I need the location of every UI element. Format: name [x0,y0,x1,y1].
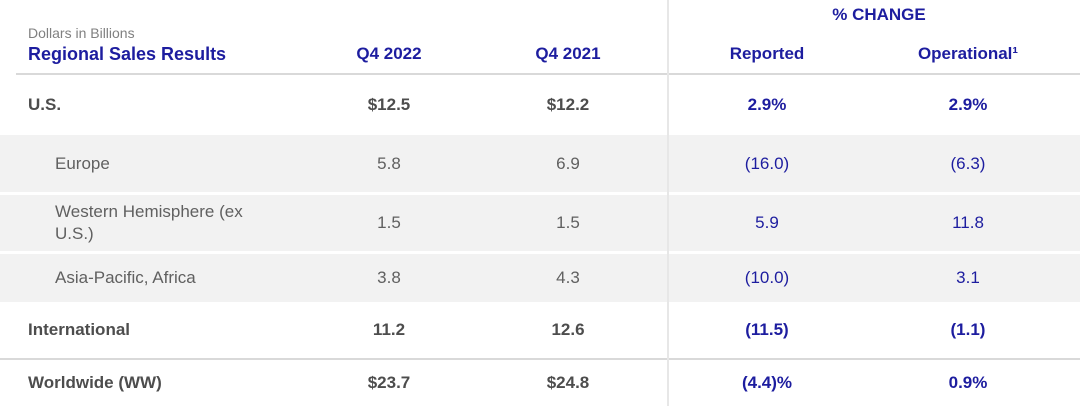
value-q4-2022: 11.2 [372,320,406,339]
value-q4-2021: 1.5 [556,213,580,232]
value-q4-2021: 12.6 [551,320,585,339]
table-title: Regional Sales Results [28,44,227,64]
row-label: Europe [55,153,110,173]
pct-change-header: % CHANGE [832,5,926,24]
value-q4-2021: 4.3 [556,268,580,287]
value-operational: (1.1) [950,320,986,339]
col-header-reported: Reported [729,44,805,63]
row-worldwide: Worldwide (WW) $23.7 $24.8 (4.4)% 0.9% [0,358,1080,405]
row-label: U.S. [28,94,62,114]
value-operational: 2.9% [948,94,988,114]
value-reported: (16.0) [744,153,790,173]
row-label: Asia-Pacific, Africa [55,268,196,288]
row-europe: Europe 5.8 6.9 (16.0) (6.3) [0,135,1080,195]
value-operational: (6.3) [950,153,986,173]
value-q4-2022: 3.8 [377,268,401,287]
value-operational: 11.8 [952,213,984,232]
value-q4-2021: $12.2 [546,94,590,114]
column-divider [667,0,669,406]
value-reported: 5.9 [755,213,779,232]
value-q4-2022: 5.8 [377,153,401,173]
row-us: U.S. $12.5 $12.2 2.9% 2.9% [0,74,1080,135]
row-asia-pacific-africa: Asia-Pacific, Africa 3.8 4.3 (10.0) 3.1 [0,254,1080,302]
value-operational: 3.1 [956,268,980,287]
value-reported: 2.9% [747,94,787,114]
header-rule [16,73,1080,75]
row-label: Worldwide (WW) [28,372,162,392]
title-block: Dollars in Billions Regional Sales Resul… [16,25,300,65]
col-header-q4-2022: Q4 2022 [356,44,422,63]
row-label: International [28,320,131,340]
value-q4-2021: 6.9 [556,153,580,173]
units-note: Dollars in Billions [28,25,135,41]
value-operational: 0.9% [948,372,988,392]
row-western-hemisphere: Western Hemisphere (ex U.S.) 1.5 1.5 5.9… [0,195,1080,254]
row-label: Western Hemisphere (ex U.S.) [55,202,243,243]
value-reported: (4.4)% [741,372,793,392]
row-international: International 11.2 12.6 (11.5) (1.1) [0,302,1080,358]
value-q4-2021: $24.8 [546,372,590,392]
value-q4-2022: 1.5 [377,213,401,232]
col-header-q4-2021: Q4 2021 [535,44,601,63]
value-q4-2022: $23.7 [367,372,411,392]
value-reported: (10.0) [744,268,790,287]
col-header-operational: Operational¹ [917,44,1019,63]
value-reported: (11.5) [745,320,789,339]
value-q4-2022: $12.5 [367,94,411,114]
table-header: % CHANGE Dollars in Billions Regional Sa… [0,0,1080,74]
